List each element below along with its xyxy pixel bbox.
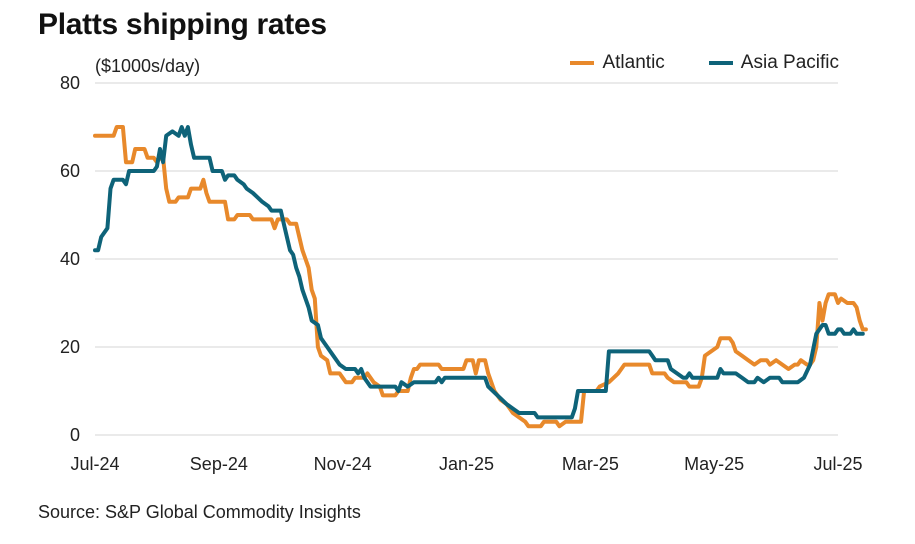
legend-item-asia-pacific: Asia Pacific	[708, 52, 839, 74]
gridlines	[95, 82, 838, 436]
x-tick-label: May-25	[684, 454, 744, 474]
x-tick-label: Jul-24	[70, 454, 119, 474]
legend-swatch-atlantic	[570, 61, 595, 65]
series-line-asia-pacific	[93, 125, 865, 420]
source-note: Source: S&P Global Commodity Insights	[38, 502, 361, 522]
legend: Atlantic Asia Pacific	[570, 52, 839, 74]
x-tick-label: Nov-24	[314, 454, 372, 474]
y-axis-ticks: 0 20 40 60 80	[60, 73, 80, 445]
x-tick-label: Jan-25	[439, 454, 494, 474]
y-tick-label: 80	[60, 73, 80, 93]
legend-item-atlantic: Atlantic	[570, 52, 665, 74]
y-tick-label: 40	[60, 249, 80, 269]
x-tick-label: Jul-25	[813, 454, 862, 474]
series-line-atlantic	[93, 125, 868, 429]
legend-swatch-asia-pacific	[708, 61, 733, 65]
chart-title: Platts shipping rates	[38, 8, 327, 41]
x-tick-label: Sep-24	[190, 454, 248, 474]
x-axis-ticks: Jul-24 Sep-24 Nov-24 Jan-25 Mar-25 May-25 Jul-…	[70, 454, 862, 474]
y-tick-label: 60	[60, 161, 80, 181]
legend-label-asia-pacific: Asia Pacific	[740, 52, 839, 73]
y-axis-unit-label: ($1000s/day)	[95, 56, 201, 76]
x-tick-label: Mar-25	[562, 454, 619, 474]
legend-label-atlantic: Atlantic	[602, 52, 665, 73]
series-lines	[93, 125, 868, 429]
y-tick-label: 0	[70, 425, 80, 445]
y-tick-label: 20	[60, 337, 80, 357]
